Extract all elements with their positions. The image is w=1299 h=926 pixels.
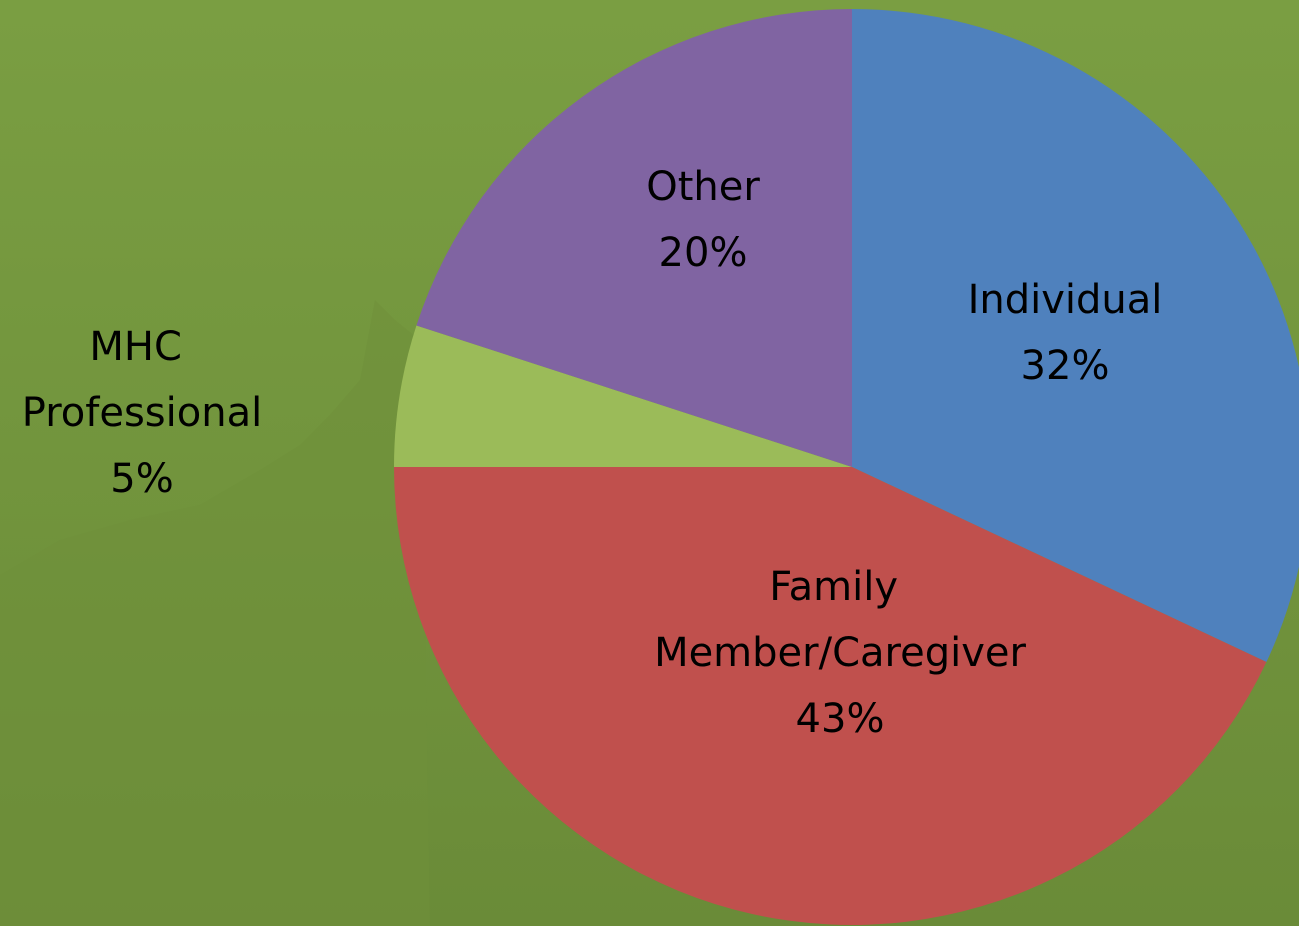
category-label: Individual [968, 277, 1163, 323]
value-label: 43% [796, 696, 885, 742]
chart: Individual32%Family Member/Caregiver43%M… [0, 0, 1299, 926]
page: {"chart_data": {"type": "pie", "categori… [0, 0, 1299, 926]
value-label: 5% [110, 456, 173, 502]
value-label: 32% [1021, 343, 1110, 389]
value-label: 20% [659, 230, 748, 276]
pie [394, 9, 1299, 925]
category-label: Other [646, 164, 760, 210]
